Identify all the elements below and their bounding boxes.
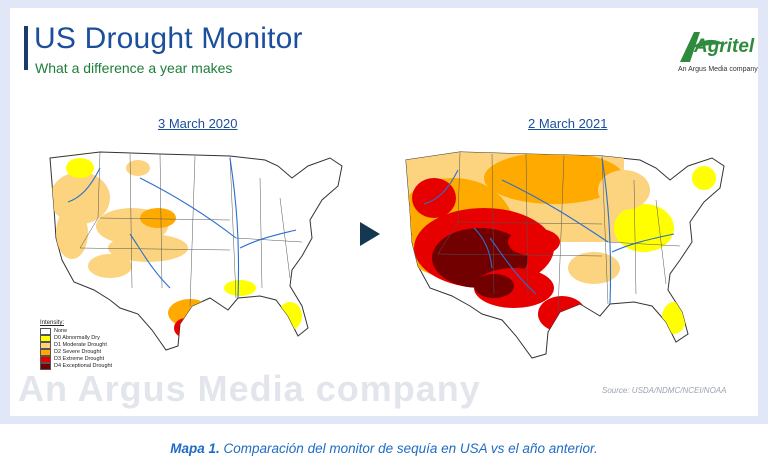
map-date-2021: 2 March 2021 [528,116,608,131]
argus-watermark: An Argus Media company [18,368,481,409]
legend-item: D1 Moderate Drought [40,342,126,349]
legend-item: None [40,328,126,335]
caption-text: Comparación del monitor de sequía en USA… [219,441,598,456]
legend-item: D3 Extreme Drought [40,356,126,363]
drought-map-2020 [49,151,343,351]
legend-item: D4 Exceptional Drought [40,363,126,370]
title-accent-bar [24,26,28,70]
slide-frame: US Drought Monitor What a difference a y… [0,0,768,424]
logo-wordmark: Agritel [694,36,755,57]
legend-item: D2 Severe Drought [40,349,126,356]
map-date-2020: 3 March 2020 [158,116,238,131]
slide-subtitle: What a difference a year makes [35,60,233,76]
slide: US Drought Monitor What a difference a y… [10,8,758,416]
drought-intensity-legend: Intensity: None D0 Abnormally Dry D1 Mod… [40,320,126,370]
drought-map-2021 [405,151,725,359]
caption-label: Mapa 1. [170,441,220,456]
comparison-arrow-icon [360,222,380,246]
agritel-leaf-icon [680,32,724,62]
source-note: Source: USDA/NDMC/NCEI/NOAA [602,386,727,395]
legend-item: D0 Abnormally Dry [40,335,126,342]
figure-caption: Mapa 1. Comparación del monitor de sequí… [0,441,768,456]
logo-tagline: An Argus Media company [678,66,758,73]
legend-title: Intensity: [40,320,65,326]
slide-title: US Drought Monitor [34,22,303,55]
agritel-logo: Agritel An Argus Media company [676,28,758,84]
